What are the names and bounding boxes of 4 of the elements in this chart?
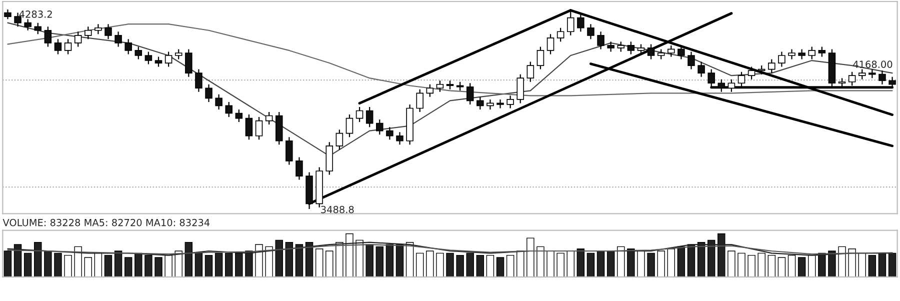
annotation: 3488.8 bbox=[321, 206, 354, 214]
chart-title: VOLUME: 83228 MA5: 82720 MA10: 83234 bbox=[2, 218, 210, 226]
annotation: 4283.2 bbox=[19, 10, 52, 18]
annotation: 4168.00 bbox=[853, 60, 892, 68]
